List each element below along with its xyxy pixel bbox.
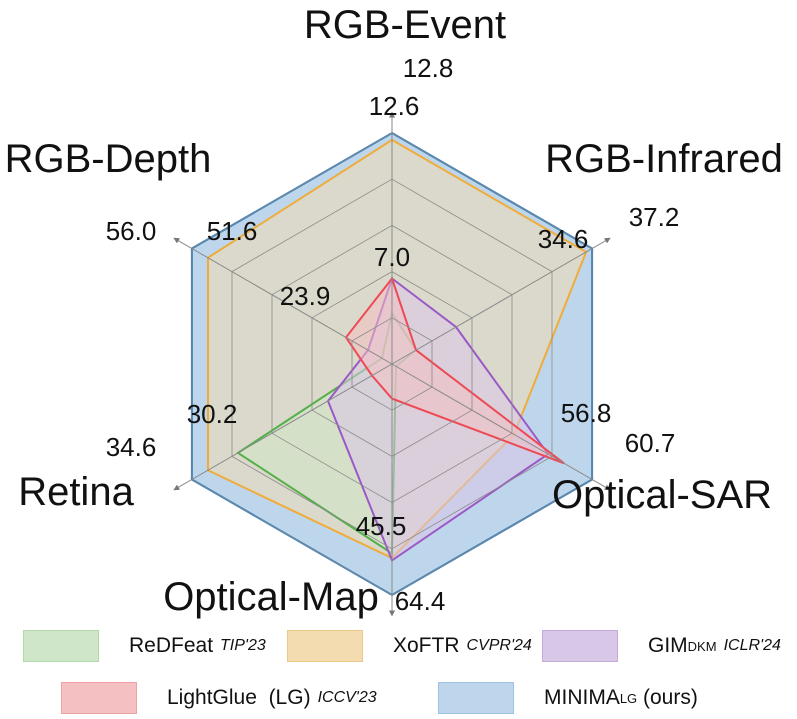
inner-value-label-3: 45.5 (356, 511, 407, 541)
legend-swatch-xoftr (287, 630, 363, 662)
legend-swatch-gim (542, 630, 618, 662)
legend-venue-xoftr: CVPR'24 (466, 637, 532, 654)
axis-label-5: RGB-Depth (5, 137, 212, 181)
legend-item-lightglue: LightGlue (LG) ICCV'23 (61, 682, 377, 714)
axis-spoke-4 (173, 363, 393, 491)
legend-item-gim: GIM DKM ICLR'24 (542, 630, 781, 662)
extra-value-label-0: 7.0 (374, 242, 410, 272)
legend-swatch-redfeat (23, 630, 99, 662)
legend-label-gim: GIM (648, 634, 688, 657)
axis-label-4: Retina (18, 470, 134, 514)
axis-label-0: RGB-Event (304, 3, 506, 47)
min-value-label-5: 23.9 (280, 281, 331, 311)
legend-sub-minima: LG (619, 690, 638, 706)
max-value-label-0: 12.8 (403, 53, 454, 83)
legend-item-minima: MINIMA LG (ours) (438, 682, 698, 714)
axis-label-3: Optical-Map (163, 575, 379, 619)
axis-spoke-2 (391, 363, 611, 491)
max-value-label-4: 34.6 (106, 432, 157, 462)
legend-suffix-minima: (ours) (637, 686, 698, 709)
max-value-label-2: 60.7 (625, 428, 676, 458)
legend-label-minima: MINIMA (544, 686, 620, 709)
legend-label-lightglue: LightGlue (LG) (167, 686, 311, 709)
axis-label-1: RGB-Infrared (545, 137, 783, 181)
inner-value-label-0: 12.6 (369, 91, 420, 121)
inner-value-label-5: 51.6 (207, 216, 258, 246)
axis-spoke-1 (391, 237, 611, 365)
legend-item-xoftr: XoFTR CVPR'24 (287, 630, 532, 662)
legend-venue-gim: ICLR'24 (723, 637, 781, 654)
max-value-label-5: 56.0 (106, 216, 157, 246)
legend-venue-redfeat: TIP'23 (220, 637, 266, 654)
inner-value-label-4: 30.2 (187, 399, 238, 429)
legend-item-redfeat: ReDFeat TIP'23 (23, 630, 266, 662)
legend-label-redfeat: ReDFeat (129, 634, 214, 657)
legend-swatch-lightglue (61, 682, 137, 714)
max-value-label-3: 64.4 (395, 586, 446, 616)
legend-swatch-minima (438, 682, 514, 714)
axis-label-2: Optical-SAR (552, 473, 772, 517)
legend-label-xoftr: XoFTR (393, 634, 460, 657)
legend-sub-gim: DKM (687, 638, 717, 654)
inner-value-label-1: 34.6 (538, 224, 589, 254)
legend-venue-lightglue: ICCV'23 (317, 689, 377, 706)
axis-spoke-5 (173, 237, 393, 365)
legend: ReDFeat TIP'23 XoFTR CVPR'24 GIM DKM ICLR… (0, 622, 797, 719)
max-value-label-1: 37.2 (629, 202, 680, 232)
inner-value-label-2: 56.8 (561, 398, 612, 428)
radar-chart: RGB-Event RGB-Infrared Optical-SAR Optical-… (5, 3, 783, 619)
